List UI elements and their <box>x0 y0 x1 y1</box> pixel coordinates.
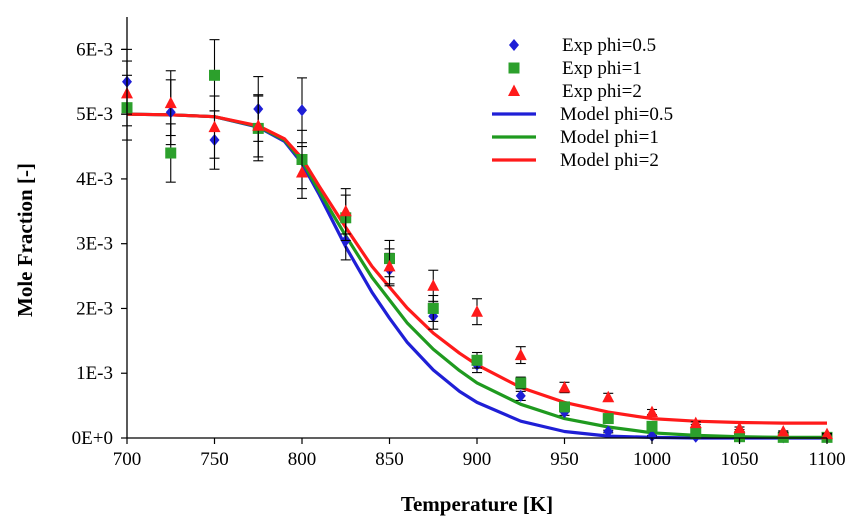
data-point-exp-phi-1 <box>690 427 702 439</box>
data-point-exp-phi-2 <box>164 96 177 109</box>
data-point-exp-phi-2 <box>296 165 308 178</box>
y-tick-label: 6E-3 <box>76 39 113 60</box>
legend-label-exp-phi-2: Exp phi=2 <box>562 81 642 102</box>
data-point-exp-phi-2 <box>689 416 702 429</box>
series-line-model-phi-2 <box>126 112 827 425</box>
y-tick-label: 5E-3 <box>76 104 113 125</box>
data-point-exp-phi-2 <box>821 427 833 440</box>
y-tick-label: 3E-3 <box>76 234 113 255</box>
y-axis-ticks: 0E+0 1E-3 2E-3 3E-3 4E-3 5E-3 6E-3 <box>72 39 127 449</box>
legend-swatch-exp-phi-0-5 <box>509 39 519 51</box>
data-point-exp-phi-1 <box>646 420 658 432</box>
data-point-exp-phi-2 <box>252 119 265 131</box>
data-point-exp-phi-2 <box>733 421 746 434</box>
y-tick-label: 1E-3 <box>76 363 113 384</box>
plot-area <box>121 39 833 444</box>
data-point-exp-phi-2 <box>646 405 658 418</box>
data-point-exp-phi-1 <box>734 431 745 443</box>
data-point-exp-phi-2 <box>427 279 440 291</box>
data-point-exp-phi-1 <box>427 302 439 314</box>
data-point-exp-phi-2 <box>777 425 790 437</box>
y-axis-title: Mole Fraction [-] <box>13 163 37 317</box>
y-tick-label: 2E-3 <box>76 298 113 319</box>
x-tick-label: 800 <box>288 449 317 470</box>
legend-swatch-exp-phi-1 <box>508 62 520 74</box>
x-tick-label: 1050 <box>721 449 759 470</box>
series-line-model-phi-0-5 <box>126 112 827 440</box>
data-point-exp-phi-0-5 <box>297 104 307 117</box>
legend-swatch-exp-phi-2 <box>508 84 520 96</box>
x-tick-label: 700 <box>113 449 142 470</box>
x-tick-label: 1000 <box>633 449 671 470</box>
data-point-exp-phi-2 <box>383 259 396 272</box>
data-point-exp-phi-1 <box>209 69 220 81</box>
axes <box>126 17 827 439</box>
x-tick-label: 850 <box>375 449 404 470</box>
x-axis-ticks: 700 750 800 850 900 950 1000 1050 1100 <box>113 438 846 470</box>
data-point-exp-phi-2 <box>558 380 571 393</box>
x-tick-label: 900 <box>463 449 492 470</box>
data-point-exp-phi-1 <box>559 401 570 413</box>
data-point-exp-phi-1 <box>165 147 177 159</box>
data-point-exp-phi-2 <box>339 204 352 217</box>
legend-label-exp-phi-1: Exp phi=1 <box>562 58 642 79</box>
legend-label-exp-phi-0-5: Exp phi=0.5 <box>562 35 656 56</box>
y-tick-label: 0E+0 <box>72 428 113 449</box>
data-point-exp-phi-1 <box>515 377 527 389</box>
data-point-exp-phi-2 <box>514 348 527 361</box>
x-axis-title: Temperature [K] <box>401 492 553 516</box>
data-point-exp-phi-1 <box>471 354 483 366</box>
data-point-exp-phi-2 <box>602 390 615 403</box>
x-tick-label: 1100 <box>808 449 845 470</box>
y-tick-label: 4E-3 <box>76 169 113 190</box>
legend-label-model-phi-0-5: Model phi=0.5 <box>560 104 673 125</box>
data-point-exp-phi-1 <box>602 413 614 425</box>
x-tick-label: 950 <box>550 449 579 470</box>
data-point-exp-phi-0-5 <box>603 425 614 438</box>
series-line-model-phi-1 <box>126 112 827 439</box>
data-point-exp-phi-0-5 <box>515 389 526 402</box>
legend-label-model-phi-1: Model phi=1 <box>560 127 659 148</box>
data-point-exp-phi-2 <box>208 120 221 133</box>
x-tick-label: 750 <box>200 449 229 470</box>
data-point-exp-phi-2 <box>471 305 483 317</box>
data-point-exp-phi-0-5 <box>647 430 657 443</box>
legend-label-model-phi-2: Model phi=2 <box>560 150 659 171</box>
